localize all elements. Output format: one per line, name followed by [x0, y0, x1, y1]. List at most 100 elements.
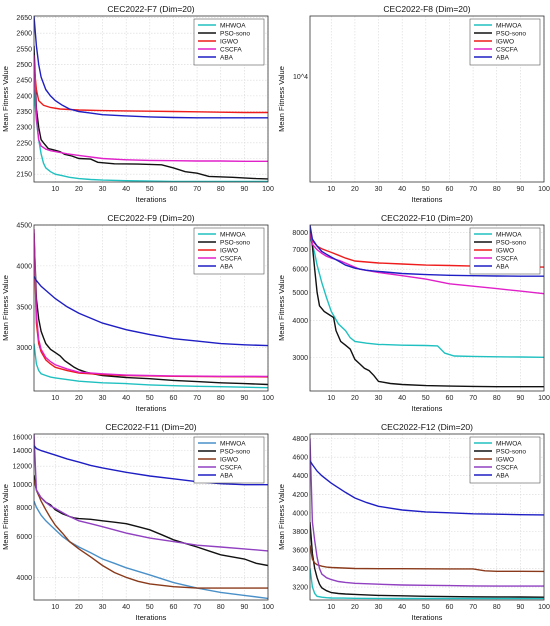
x-tick-label: 30	[375, 186, 383, 193]
x-tick-label: 50	[146, 395, 154, 402]
x-axis-label: Iterations	[412, 613, 443, 622]
legend-label: MHWOA	[496, 231, 522, 238]
y-tick-label: 8000	[292, 230, 308, 237]
x-tick-label: 70	[193, 395, 201, 402]
legend-label: MHWOA	[220, 231, 246, 238]
chart-panel-2: 10 20 30 40 50 60 70 80 90 100 10^4 CEC2022-F8 (Dim…	[277, 4, 550, 204]
y-tick-label: 3800	[292, 529, 308, 536]
x-tick-label: 40	[398, 604, 406, 611]
x-tick-label: 60	[170, 395, 178, 402]
x-tick-label: 90	[516, 604, 524, 611]
legend-label: IGWO	[220, 247, 238, 254]
legend-label: CSCFA	[496, 255, 518, 262]
chart-title: CEC2022-F11 (Dim=20)	[105, 422, 196, 432]
x-tick-label: 10	[51, 395, 59, 402]
y-tick-label: 2400	[16, 93, 32, 100]
y-tick-label: 4600	[292, 455, 308, 462]
x-tick-label: 90	[516, 395, 524, 402]
y-tick-label: 2350	[16, 109, 32, 116]
chart-panel-6: 10 20 30 40 50 60 70 80 90 100 3200 3400 3600 3800 400…	[277, 422, 550, 622]
x-tick-label: 40	[398, 186, 406, 193]
x-tick-label: 10	[327, 186, 335, 193]
y-tick-label: 8000	[16, 505, 32, 512]
x-axis-label: Iterations	[136, 195, 167, 204]
x-tick-label: 100	[262, 186, 274, 193]
legend-label: ABA	[220, 472, 234, 479]
x-tick-label: 80	[217, 395, 225, 402]
legend-box	[193, 18, 265, 66]
x-tick-label: 10	[51, 186, 59, 193]
y-tick-label: 2250	[16, 140, 32, 147]
legend-label: IGWO	[496, 456, 514, 463]
y-tick-label: 2300	[16, 125, 32, 132]
series-line-pso-sono	[310, 229, 544, 388]
x-tick-label: 30	[375, 395, 383, 402]
series-line-igwo	[34, 64, 268, 114]
legend-label: PSO-sono	[220, 448, 250, 455]
x-tick-label: 80	[493, 604, 501, 611]
y-tick-label: 3600	[292, 547, 308, 554]
series-line-cscfa	[34, 229, 268, 378]
legend-label: IGWO	[496, 38, 514, 45]
legend-label: MHWOA	[496, 440, 522, 447]
y-tick-label: 4200	[292, 492, 308, 499]
y-tick-label: 2150	[16, 172, 32, 179]
y-tick-label: 4000	[292, 510, 308, 517]
y-tick-label: 3000	[292, 355, 308, 362]
series-line-aba	[310, 460, 544, 516]
y-tick-label: 2450	[16, 78, 32, 85]
legend-label: ABA	[220, 263, 234, 270]
x-tick-label: 50	[422, 604, 430, 611]
x-tick-label: 10	[327, 604, 335, 611]
legend-label: CSCFA	[496, 46, 518, 53]
chart-title: CEC2022-F9 (Dim=20)	[107, 213, 194, 223]
legend-label: ABA	[220, 54, 234, 61]
series-line-mhwoa	[34, 89, 268, 182]
y-tick-label: 6000	[16, 534, 32, 541]
x-tick-label: 50	[146, 186, 154, 193]
y-tick-label: 6000	[292, 267, 308, 274]
y-axis-label: Mean Fitness Value	[1, 484, 10, 550]
y-tick-label: 3500	[16, 304, 32, 311]
y-tick-label: 2550	[16, 46, 32, 53]
axes-frame	[33, 433, 269, 601]
y-tick-label: 3200	[292, 585, 308, 592]
x-tick-label: 60	[170, 186, 178, 193]
x-tick-label: 80	[493, 186, 501, 193]
x-axis-label: Iterations	[136, 613, 167, 622]
x-tick-label: 40	[122, 186, 130, 193]
y-tick-label: 2650	[16, 15, 32, 22]
y-tick-label: 10000	[13, 482, 33, 489]
legend-label: CSCFA	[220, 464, 242, 471]
x-tick-label: 60	[170, 604, 178, 611]
legend-label: PSO-sono	[220, 239, 250, 246]
x-tick-label: 30	[375, 604, 383, 611]
x-tick-label: 100	[262, 604, 274, 611]
x-tick-label: 90	[240, 604, 248, 611]
axes-frame	[33, 15, 269, 183]
legend-label: CSCFA	[496, 464, 518, 471]
legend-label: ABA	[496, 472, 510, 479]
x-tick-label: 20	[351, 395, 359, 402]
x-tick-label: 70	[469, 186, 477, 193]
x-tick-label: 30	[99, 604, 107, 611]
chart-title: CEC2022-F12 (Dim=20)	[381, 422, 473, 432]
series-line-mhwoa	[310, 237, 544, 358]
series-line-igwo	[34, 479, 268, 589]
series-line-aba	[310, 225, 544, 277]
y-tick-label: 7000	[292, 247, 308, 254]
series-line-mhwoa	[310, 568, 544, 600]
chart-panel-5: 10 20 30 40 50 60 70 80 90 100 4000 6000 8000 10000 12…	[1, 422, 274, 622]
x-tick-label: 40	[398, 395, 406, 402]
series-line-aba	[34, 276, 268, 347]
legend-label: CSCFA	[220, 255, 242, 262]
x-tick-label: 70	[193, 604, 201, 611]
legend-label: PSO-sono	[496, 448, 526, 455]
legend-label: IGWO	[220, 456, 238, 463]
legend-label: ABA	[496, 54, 510, 61]
legend-label: IGWO	[220, 38, 238, 45]
